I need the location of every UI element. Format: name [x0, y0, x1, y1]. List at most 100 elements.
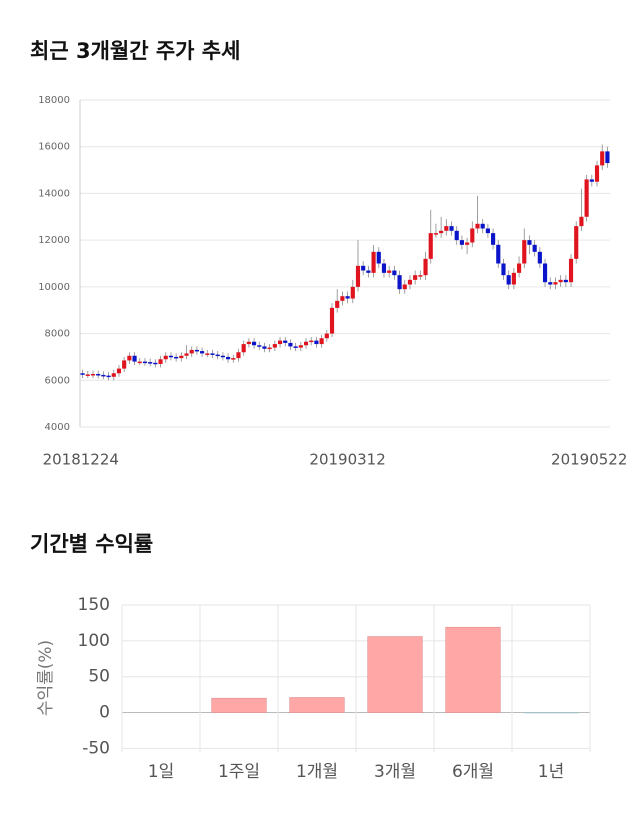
candle-body: [387, 270, 392, 273]
candle-body: [106, 375, 111, 378]
candle-body: [558, 279, 563, 283]
candle-body: [283, 340, 288, 343]
candle-body: [589, 179, 594, 182]
candle-body: [215, 354, 220, 357]
candle-body: [574, 226, 579, 259]
candle-body: [491, 233, 496, 245]
x-tick-label: 1년: [538, 762, 564, 782]
candle-body: [101, 374, 106, 377]
candle-body: [584, 179, 589, 217]
candle-body: [184, 353, 189, 356]
candle-body: [257, 345, 262, 347]
candle-body: [226, 356, 231, 360]
candle-body: [137, 361, 142, 364]
candle-body: [231, 358, 236, 360]
candle-body: [485, 228, 490, 234]
bar: [211, 697, 267, 713]
x-tick-label: 20190522: [551, 451, 627, 469]
bar: [367, 636, 423, 713]
x-tick-label: 1일: [148, 762, 174, 782]
candle-body: [241, 344, 246, 353]
candle-body: [335, 300, 340, 308]
candle-body: [402, 284, 407, 290]
candle-body: [174, 356, 179, 359]
candle-body: [148, 362, 153, 364]
candle-body: [381, 263, 387, 273]
candle-body: [329, 307, 335, 334]
candle-body: [85, 374, 90, 376]
candle-body: [96, 373, 101, 376]
candle-body: [158, 359, 163, 364]
candle-body: [277, 340, 283, 345]
y-tick-label: 150: [78, 595, 110, 615]
candle-body: [210, 353, 215, 355]
candle-body: [189, 349, 194, 354]
candle-body: [288, 342, 293, 347]
candle-body: [153, 362, 158, 365]
candle-body: [236, 352, 241, 359]
y-tick-label: 8000: [45, 329, 70, 340]
chart-title: 기간별 수익률: [30, 532, 153, 556]
y-tick-label: 0: [99, 703, 110, 723]
y-tick-label: 12000: [38, 235, 70, 246]
candle-body: [506, 275, 511, 285]
candle-body: [475, 223, 480, 229]
y-axis-label: 수익률(%): [36, 640, 56, 716]
bar: [289, 697, 345, 713]
candle-body: [194, 349, 199, 352]
candle-body: [200, 351, 205, 354]
bar: [523, 712, 579, 714]
candle-body: [537, 251, 542, 264]
x-tick-label: 6개월: [452, 762, 494, 782]
candle-body: [303, 341, 309, 346]
candle-body: [433, 233, 439, 235]
chart-title: 최근 3개월간 주가 추세: [30, 39, 240, 63]
candle-body: [355, 265, 361, 287]
candle-body: [267, 347, 272, 350]
candle-body: [293, 346, 298, 348]
candle-body: [454, 230, 459, 241]
candle-body: [220, 355, 225, 358]
candle-body: [594, 165, 600, 182]
candle-body: [532, 244, 537, 252]
candle-body: [423, 258, 428, 276]
candle-body: [397, 275, 402, 290]
candle-body: [309, 340, 314, 343]
candle-body: [392, 270, 397, 276]
candle-body: [90, 373, 96, 376]
candle-body: [548, 282, 553, 285]
candle-body: [465, 242, 470, 245]
candle-body: [470, 228, 475, 243]
candle-body: [563, 279, 568, 283]
candle-body: [179, 355, 184, 359]
candle-body: [444, 226, 449, 231]
candle-body: [122, 360, 127, 369]
candle-body: [361, 265, 366, 271]
candle-body: [371, 251, 376, 273]
candle-body: [314, 340, 319, 345]
y-tick-label: 10000: [38, 282, 70, 293]
y-tick-label: 100: [78, 631, 110, 651]
candle-body: [407, 279, 413, 285]
bar: [445, 626, 501, 713]
y-tick-label: 6000: [45, 375, 70, 386]
candle-body: [127, 355, 132, 361]
candle-body: [527, 240, 532, 245]
x-tick-label: 20181224: [43, 451, 119, 469]
candle-body: [413, 275, 418, 280]
candle-body: [600, 151, 605, 166]
candle-body: [511, 272, 516, 285]
candle-body: [319, 338, 324, 345]
candle-body: [324, 333, 329, 339]
y-tick-label: 18000: [38, 95, 70, 106]
y-tick-label: 50: [88, 667, 110, 687]
candle-body: [168, 355, 174, 358]
candle-body: [428, 233, 433, 259]
x-tick-label: 20190312: [309, 451, 385, 469]
candle-body: [205, 353, 210, 355]
candle-body: [605, 151, 610, 164]
y-tick-label: 14000: [38, 188, 70, 199]
candle-body: [340, 296, 345, 301]
